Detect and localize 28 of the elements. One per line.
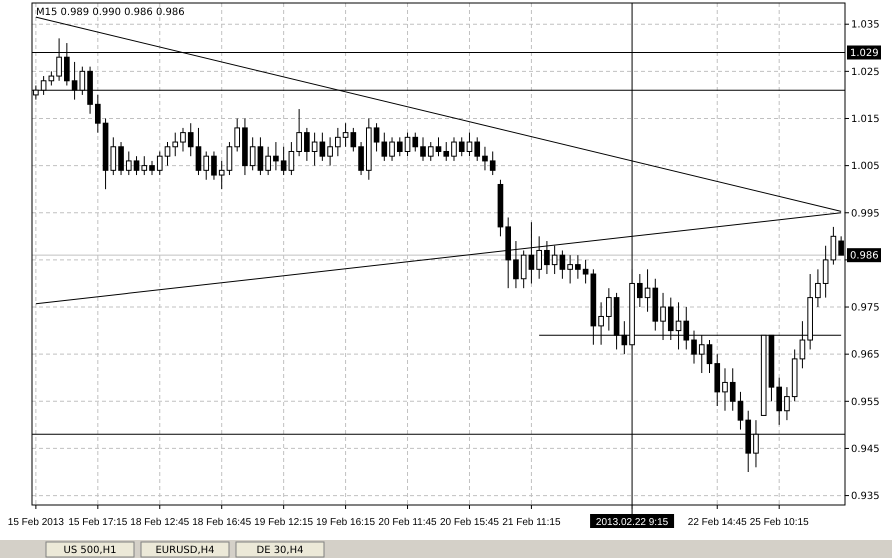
x-tick-label: 15 Feb 2013 (8, 517, 64, 528)
x-tick-label: 22 Feb 14:45 (688, 517, 748, 528)
x-tick-label: 2013.02.22 9:15 (596, 517, 669, 528)
chart-title: M15 0.989 0.990 0.986 0.986 (36, 7, 185, 18)
y-tick-label: 1.035 (851, 20, 880, 31)
x-tick-label: 19 Feb 12:15 (254, 517, 314, 528)
x-tick-label: 15 Feb 17:15 (68, 517, 128, 528)
x-tick-label: 19 Feb 16:15 (316, 517, 376, 528)
text: EURUSD,H4 (155, 545, 215, 556)
y-tick-label: 0.935 (851, 491, 880, 502)
y-tick-label: 0.975 (851, 302, 880, 314)
x-tick-label: 18 Feb 12:45 (130, 517, 190, 528)
x-tick-label: 21 Feb 11:15 (502, 517, 561, 528)
ref-line-label: 0.986 (850, 250, 879, 262)
y-tick-label: 1.005 (851, 161, 880, 172)
text: US 500,H1 (64, 545, 116, 556)
text: DE 30,H4 (256, 545, 304, 556)
y-tick-label: 0.955 (851, 396, 880, 408)
y-tick-label: 0.995 (851, 208, 880, 220)
x-tick-label: 18 Feb 16:45 (192, 517, 252, 528)
y-tick-label: 0.965 (851, 350, 880, 361)
x-tick-label: 20 Feb 11:45 (378, 517, 438, 528)
ref-line-label: 1.029 (850, 48, 879, 59)
x-tick-label: 20 Feb 15:45 (440, 517, 500, 528)
y-tick-label: 0.945 (851, 444, 880, 455)
x-tick-label: 25 Feb 10:15 (750, 517, 810, 528)
y-tick-label: 1.025 (851, 66, 880, 78)
y-tick-label: 1.015 (851, 114, 880, 125)
